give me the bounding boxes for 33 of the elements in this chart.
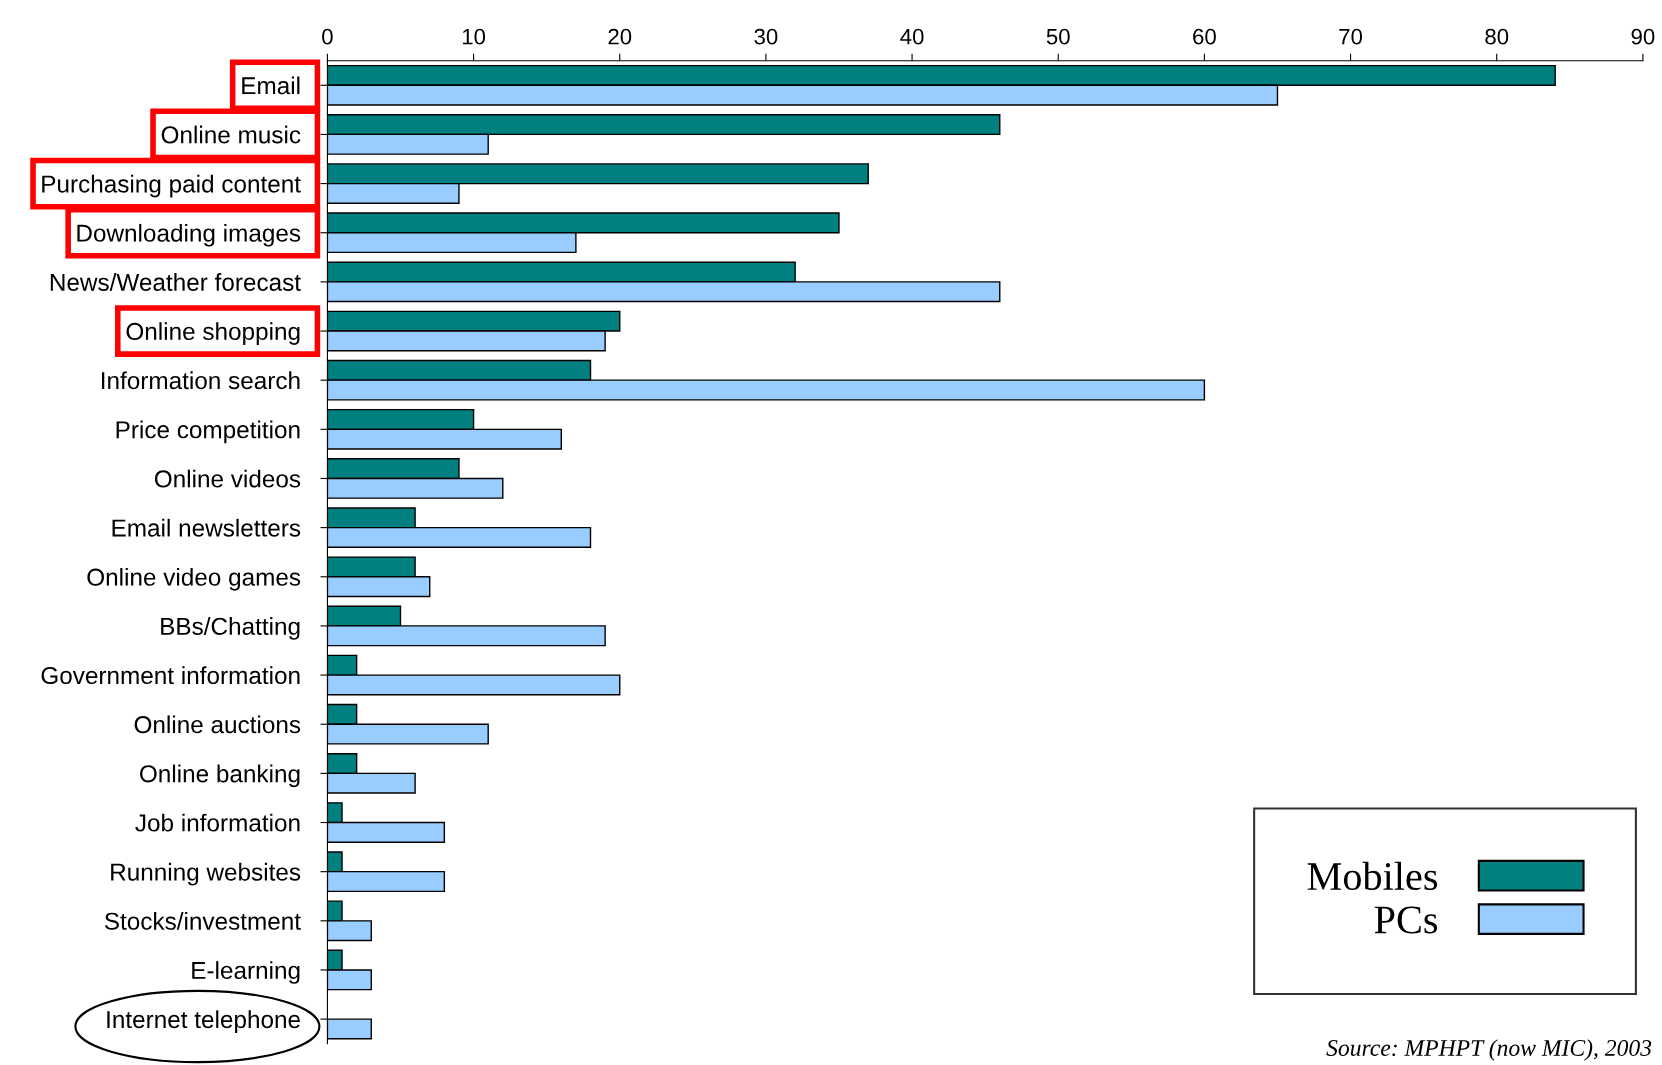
x-tick-label: 50 (1046, 28, 1070, 45)
x-tick-label: 70 (1339, 28, 1363, 45)
y-tick-label: Online banking (140, 764, 300, 788)
y-tick-label: Online shopping (126, 322, 300, 345)
y-tick-label: Purchasing paid content (42, 174, 301, 198)
x-tick-label: 40 (900, 28, 924, 45)
y-tick-label: BBs/Chatting (161, 617, 300, 640)
x-tick-label: 0 (322, 28, 333, 45)
y-tick-label: Internet telephone (107, 1010, 300, 1033)
y-tick-label: Government information (41, 666, 300, 685)
x-tick-label: 20 (608, 28, 632, 45)
y-tick-label: Stocks/investment (104, 912, 301, 930)
x-tick-label: 10 (462, 28, 486, 45)
x-tick-label: 80 (1485, 28, 1509, 45)
y-tick-label: Price competition (116, 420, 300, 444)
legend-label: Mobiles (1307, 861, 1438, 891)
y-tick-label: Information search (101, 371, 300, 390)
y-tick-label: Online video games (87, 567, 301, 591)
x-tick-label: 60 (1193, 28, 1216, 45)
y-tick-label: Job information (135, 813, 300, 832)
y-tick-label: Online music (161, 125, 301, 144)
y-tick-label: Email (242, 76, 300, 95)
y-tick-label: Online auctions (134, 715, 301, 734)
x-tick-label: 30 (754, 28, 778, 45)
y-tick-label: Running websites (111, 862, 301, 886)
y-tick-label: News/Weather forecast (50, 273, 301, 291)
y-tick-label: Online videos (154, 469, 301, 488)
legend-label: PCs (1374, 906, 1438, 934)
x-tick-label: 90 (1631, 28, 1655, 45)
y-tick-label: Email newsletters (112, 518, 301, 537)
annotation: Source: MPHPT (now MIC), 2003 (1326, 1039, 1652, 1061)
y-tick-label: E-learning (192, 961, 300, 984)
y-tick-label: Downloading images (77, 223, 301, 247)
